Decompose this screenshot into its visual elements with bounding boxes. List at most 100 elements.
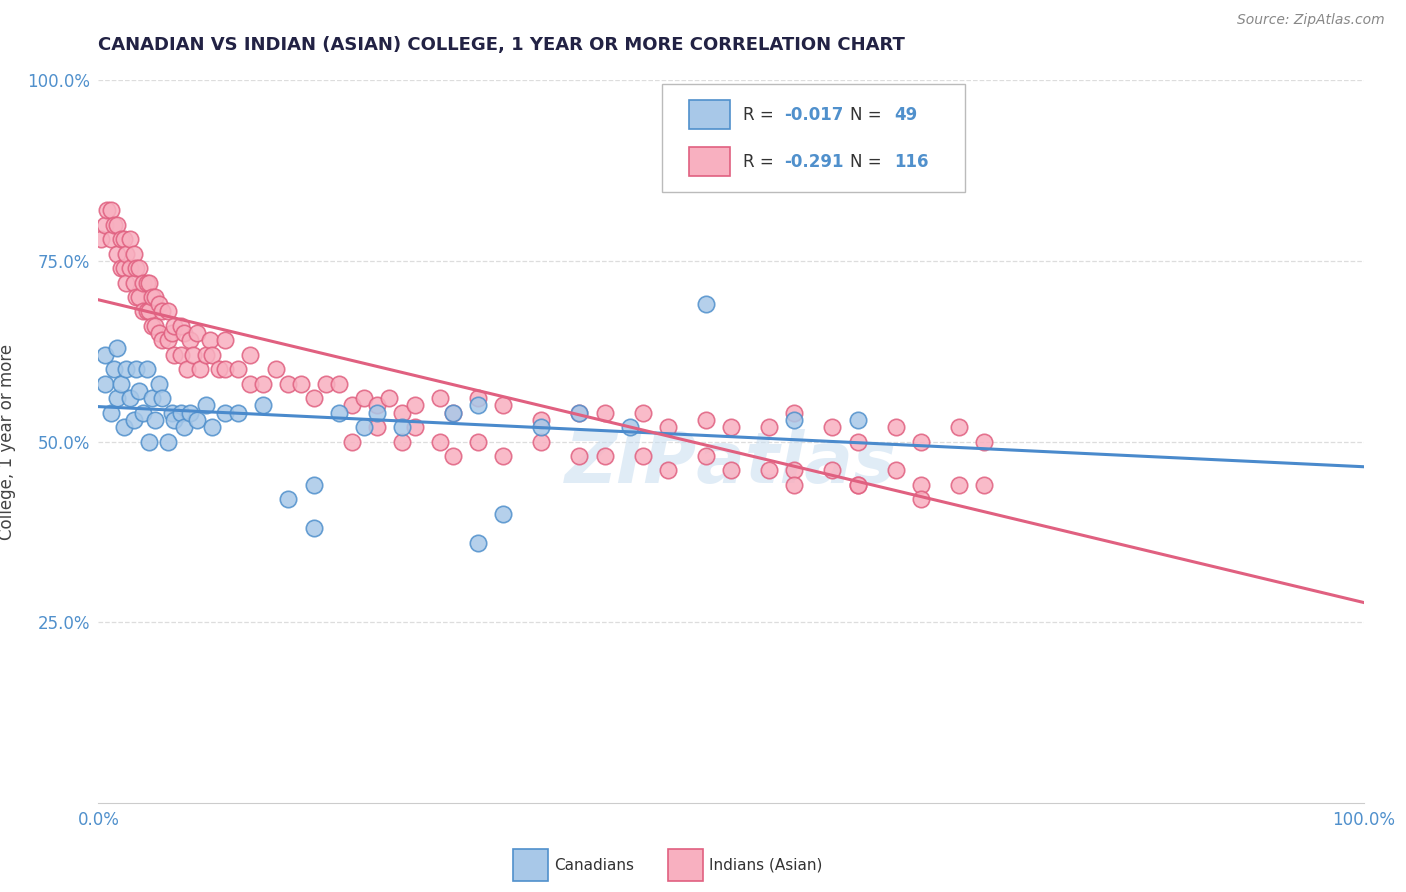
Point <box>138 434 160 449</box>
Point <box>163 348 186 362</box>
Point <box>366 406 388 420</box>
Point <box>404 398 426 412</box>
Text: Source: ZipAtlas.com: Source: ZipAtlas.com <box>1237 13 1385 28</box>
Point <box>120 391 141 405</box>
Point <box>194 348 218 362</box>
Point <box>163 318 186 333</box>
Point <box>948 478 970 492</box>
Point <box>441 406 464 420</box>
Point <box>128 261 150 276</box>
Point <box>115 246 138 260</box>
Point <box>783 413 806 427</box>
Point <box>467 535 489 549</box>
Point <box>112 261 135 276</box>
Point <box>125 290 148 304</box>
Text: R =: R = <box>742 105 779 124</box>
Point <box>568 406 591 420</box>
Point <box>112 232 135 246</box>
Point <box>631 406 654 420</box>
Point <box>100 406 122 420</box>
Point <box>239 348 262 362</box>
Point <box>467 398 489 412</box>
Point <box>226 406 249 420</box>
Point <box>93 376 117 391</box>
Point <box>910 478 932 492</box>
Point <box>328 406 350 420</box>
Point <box>214 334 236 348</box>
Point <box>173 326 195 340</box>
Point <box>277 492 299 507</box>
Point <box>157 334 180 348</box>
Point <box>290 376 312 391</box>
Point <box>492 507 515 521</box>
Point <box>112 420 135 434</box>
Point <box>783 463 806 477</box>
Point <box>128 290 150 304</box>
Point <box>103 218 125 232</box>
Point <box>201 420 224 434</box>
Point <box>631 449 654 463</box>
Point <box>120 261 141 276</box>
Point <box>783 406 806 420</box>
Point <box>115 362 138 376</box>
Point <box>122 413 145 427</box>
Point <box>107 218 129 232</box>
Point <box>141 290 163 304</box>
Point <box>846 478 869 492</box>
Point <box>467 391 489 405</box>
Point <box>198 334 221 348</box>
Point <box>821 420 844 434</box>
Point <box>188 362 211 376</box>
Point <box>910 492 932 507</box>
Point <box>302 478 325 492</box>
Point <box>148 376 170 391</box>
Point <box>145 413 166 427</box>
Point <box>391 406 413 420</box>
Point <box>173 420 195 434</box>
Point <box>783 478 806 492</box>
Point <box>239 376 262 391</box>
Point <box>720 420 742 434</box>
Point <box>110 261 132 276</box>
Point <box>148 297 170 311</box>
Point <box>948 420 970 434</box>
Point <box>150 304 173 318</box>
Point <box>973 478 995 492</box>
Point <box>103 362 125 376</box>
Point <box>169 318 191 333</box>
Text: ZIP​atlas: ZIP​atlas <box>565 429 897 498</box>
Point <box>138 276 160 290</box>
Point <box>160 326 183 340</box>
Point <box>135 304 157 318</box>
Point <box>145 290 166 304</box>
Point <box>160 406 183 420</box>
Point <box>169 348 191 362</box>
Point <box>758 463 780 477</box>
Point <box>530 413 553 427</box>
Point <box>758 420 780 434</box>
Text: Indians (Asian): Indians (Asian) <box>709 858 823 872</box>
Point <box>302 521 325 535</box>
Point <box>125 261 148 276</box>
Point <box>884 463 907 477</box>
Text: N =: N = <box>851 153 887 170</box>
Point <box>492 449 515 463</box>
Point <box>169 406 191 420</box>
Point <box>366 420 388 434</box>
Point <box>115 276 138 290</box>
Point <box>353 391 375 405</box>
Point <box>252 376 274 391</box>
Point <box>145 318 166 333</box>
Point <box>720 463 742 477</box>
Text: N =: N = <box>851 105 887 124</box>
Point <box>492 398 515 412</box>
Point <box>157 304 180 318</box>
Point <box>132 304 155 318</box>
Text: 116: 116 <box>894 153 929 170</box>
Point <box>277 376 299 391</box>
Point <box>695 413 717 427</box>
Point <box>884 420 907 434</box>
Point <box>93 218 117 232</box>
Point <box>846 413 869 427</box>
Point <box>183 348 205 362</box>
